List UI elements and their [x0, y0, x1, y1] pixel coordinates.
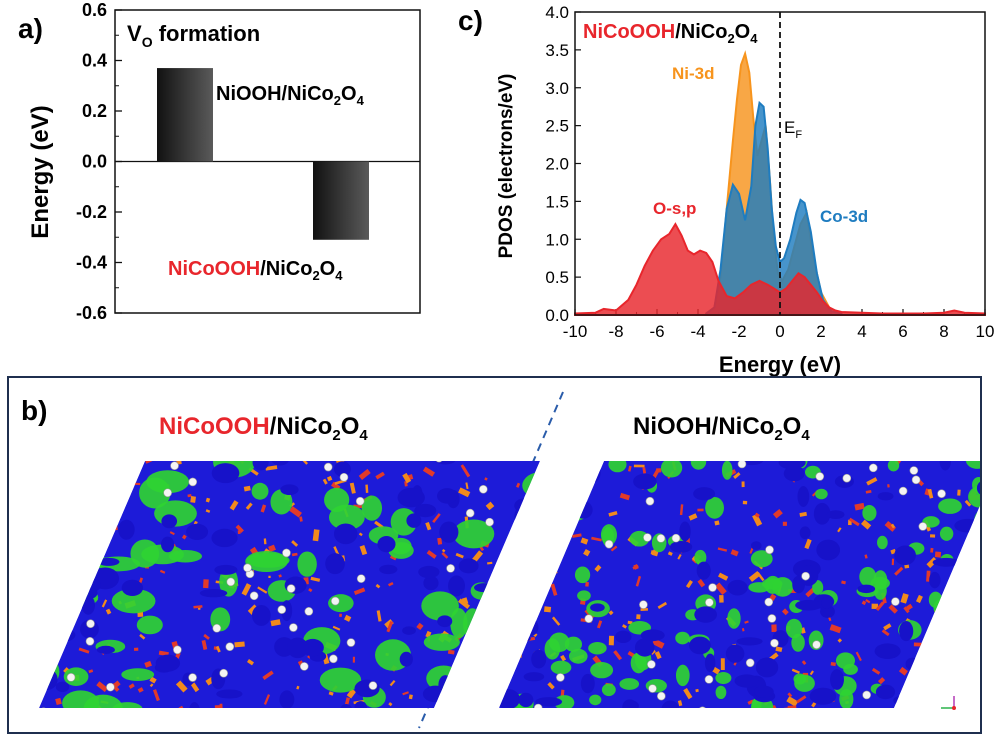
y-tick-label: 3.5	[545, 41, 569, 60]
panel-b-charge-density: b) NiCoOOH/NiCo2O4 NiOOH/NiCo2O4	[7, 376, 982, 734]
panel-c-x-axis: -10 -8 -6 -4 -2 0 2 4 6 8 10	[563, 309, 995, 341]
energy-bar	[157, 68, 213, 162]
x-tick-label: -8	[608, 322, 623, 341]
bar-label-niooh: NiOOH/NiCo2O4	[216, 83, 365, 108]
x-tick-label: -10	[563, 322, 588, 341]
vo-formation-title: VO formation	[127, 21, 260, 50]
y-tick-label: -0.2	[76, 202, 107, 222]
energy-bar	[313, 161, 369, 240]
left-structure-title: NiCoOOH/NiCo2O4	[159, 413, 368, 444]
panel-b-label: b)	[21, 395, 47, 426]
bar-label-nicoooh: NiCoOOH/NiCo2O4	[168, 258, 343, 283]
y-tick-label: 1.0	[545, 230, 569, 249]
y-tick-label: 2.0	[545, 155, 569, 174]
left-structure-image	[39, 461, 540, 708]
y-tick-label: -0.4	[76, 253, 107, 273]
panel-c-label: c)	[458, 5, 483, 36]
pdos-area-o-s-p	[574, 222, 986, 316]
y-tick-label: 0.5	[545, 268, 569, 287]
panel-c-ylabel: PDOS (electrons/eV)	[496, 74, 517, 259]
right-structure-title: NiOOH/NiCo2O4	[633, 413, 810, 444]
panel-c-y-axis: 0.0 0.5 1.0 1.5 2.0 2.5 3.0 3.5 4.0	[545, 3, 581, 325]
y-tick-label: 1.5	[545, 192, 569, 211]
y-tick-label: 0.0	[545, 306, 569, 325]
x-tick-label: -6	[649, 322, 664, 341]
co-3d-label: Co-3d	[820, 207, 868, 226]
o-sp-label: O-s,p	[653, 199, 696, 218]
y-tick-label: -0.6	[76, 303, 107, 323]
y-tick-label: 4.0	[545, 3, 569, 22]
x-tick-label: 10	[976, 322, 995, 341]
x-tick-label: 8	[939, 322, 948, 341]
panel-c-xlabel: Energy (eV)	[719, 352, 841, 377]
x-tick-label: 2	[816, 322, 825, 341]
x-tick-label: 0	[775, 322, 784, 341]
panel-a-bars	[157, 68, 369, 240]
y-tick-label: 0.6	[82, 0, 107, 20]
pdos-curves	[574, 50, 986, 316]
x-tick-label: -2	[731, 322, 746, 341]
y-tick-label: 0.2	[82, 101, 107, 121]
ni-3d-label: Ni-3d	[672, 64, 715, 83]
right-structure-image	[499, 461, 980, 708]
x-tick-label: -4	[690, 322, 705, 341]
y-tick-label: 2.5	[545, 117, 569, 136]
axis-triad-icon	[941, 696, 956, 710]
panel-a-ylabel: Energy (eV)	[27, 105, 54, 238]
pdos-area-co-3d	[705, 100, 843, 316]
y-tick-label: 3.0	[545, 79, 569, 98]
y-tick-label: 0.0	[82, 152, 107, 172]
panel-c-pdos-chart: c) PDOS (electrons/eV) 0.0 0.5 1.0 1.5 2.0 2.…	[458, 3, 995, 377]
panel-a-label: a)	[18, 13, 43, 44]
x-tick-label: 4	[857, 322, 866, 341]
panel-b-canvas: b) NiCoOOH/NiCo2O4 NiOOH/NiCo2O4	[21, 391, 980, 729]
y-tick-label: 0.4	[82, 51, 107, 71]
x-tick-label: 6	[898, 322, 907, 341]
panel-a-bar-chart: a) Energy (eV) 0.60.40.20.0-0.2-0.4-0.6 …	[18, 0, 421, 323]
fermi-label: EF	[784, 118, 802, 141]
panel-c-title: NiCoOOH/NiCo2O4	[583, 21, 758, 46]
